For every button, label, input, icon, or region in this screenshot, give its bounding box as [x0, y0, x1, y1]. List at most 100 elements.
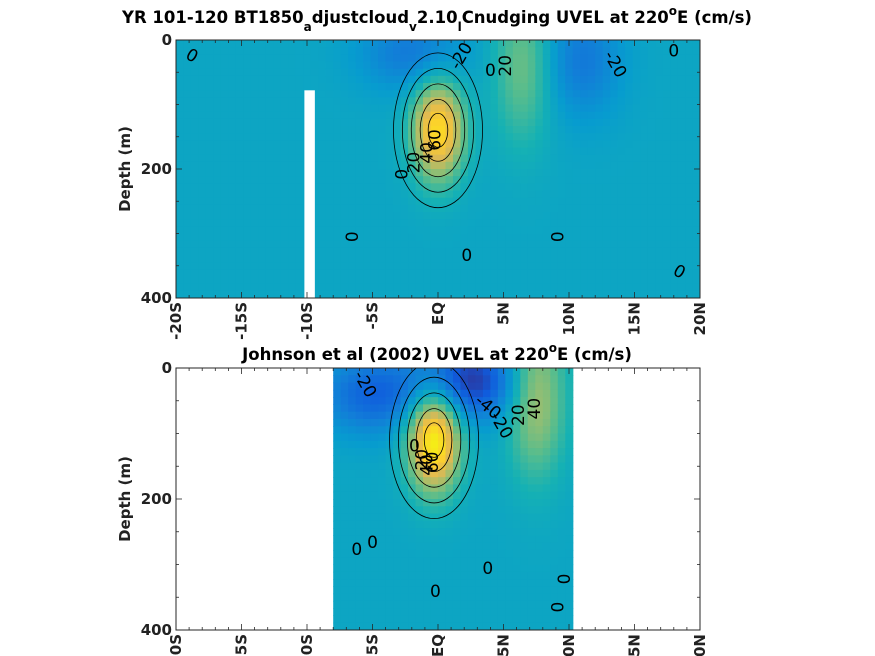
heatmap-cell: [220, 240, 229, 249]
heatmap-cell: [617, 118, 626, 127]
heatmap-cell: [176, 97, 185, 106]
heatmap-cell: [228, 255, 237, 263]
heatmap-cell: [557, 219, 566, 227]
heatmap-cell: [423, 133, 432, 141]
heatmap-cell: [385, 375, 394, 384]
heatmap-cell: [475, 104, 484, 113]
contour-label: 0: [430, 582, 441, 602]
heatmap-cell: [438, 418, 447, 427]
heatmap-cell: [415, 499, 424, 507]
y-tick-label: 200: [141, 490, 172, 508]
heatmap-cell: [527, 126, 536, 134]
heatmap-cell: [438, 397, 447, 405]
heatmap-cell: [490, 382, 499, 391]
heatmap-cell: [378, 608, 387, 617]
heatmap-cell: [670, 290, 679, 298]
heatmap-cell: [512, 542, 521, 551]
heatmap-cell: [475, 68, 484, 77]
heatmap-cell: [348, 368, 357, 376]
heatmap-cell: [467, 484, 477, 493]
contour-line: [389, 368, 479, 520]
heatmap-cell: [505, 47, 514, 55]
heatmap-area: [176, 40, 700, 298]
heatmap-cell: [400, 411, 409, 420]
heatmap-cell: [370, 520, 379, 529]
heatmap-cell: [580, 240, 589, 249]
heatmap-cell: [452, 83, 462, 91]
heatmap-cell: [325, 126, 334, 134]
heatmap-cell: [512, 190, 521, 199]
heatmap-cell: [333, 469, 342, 478]
heatmap-cell: [183, 68, 192, 77]
heatmap-cell: [340, 426, 349, 435]
heatmap-cell: [497, 615, 506, 624]
heatmap-cell: [280, 204, 289, 213]
heatmap-cell: [333, 276, 342, 285]
heatmap-cell: [572, 240, 581, 249]
heatmap-cell: [655, 212, 664, 220]
heatmap-cell: [550, 104, 559, 113]
heatmap-cell: [505, 440, 514, 449]
heatmap-cell: [557, 169, 566, 177]
heatmap-cell: [213, 226, 222, 235]
heatmap-cell: [452, 219, 462, 227]
heatmap-cell: [482, 608, 491, 617]
heatmap-cell: [512, 240, 521, 249]
heatmap-cell: [370, 283, 379, 292]
heatmap-cell: [333, 484, 342, 493]
heatmap-cell: [423, 104, 432, 113]
heatmap-cell: [467, 276, 477, 285]
heatmap-cell: [452, 126, 462, 134]
heatmap-cell: [460, 54, 469, 63]
heatmap-cell: [557, 520, 566, 529]
contour-line: [419, 98, 457, 162]
heatmap-cell: [557, 571, 566, 580]
heatmap-cell: [235, 247, 244, 256]
heatmap-cell: [423, 426, 432, 435]
heatmap-cell: [490, 433, 499, 442]
heatmap-cell: [363, 426, 372, 435]
heatmap-cell: [325, 161, 334, 170]
heatmap-cell: [355, 622, 364, 630]
heatmap-cell: [467, 615, 477, 624]
heatmap-cell: [423, 600, 432, 609]
heatmap-cell: [430, 542, 439, 551]
heatmap-cell: [445, 54, 454, 63]
heatmap-cell: [340, 61, 349, 70]
heatmap-cell: [550, 462, 559, 471]
heatmap-cell: [363, 440, 372, 449]
heatmap-cell: [295, 269, 304, 278]
heatmap-cell: [497, 83, 506, 91]
heatmap-cell: [280, 212, 289, 220]
heatmap-cell: [385, 262, 394, 270]
heatmap-cell: [400, 375, 409, 384]
heatmap-cell: [550, 183, 559, 192]
heatmap-cell: [250, 183, 259, 192]
heatmap-cell: [527, 240, 536, 249]
heatmap-cell: [415, 593, 424, 602]
heatmap-cell: [423, 579, 432, 587]
heatmap-cell: [647, 104, 656, 113]
heatmap-cell: [460, 161, 469, 170]
heatmap-cell: [512, 593, 521, 602]
heatmap-cell: [520, 520, 529, 529]
heatmap-cell: [445, 484, 454, 493]
heatmap-cell: [512, 571, 521, 580]
heatmap-cell: [557, 426, 566, 435]
heatmap-cell: [512, 549, 521, 558]
heatmap-cell: [258, 54, 267, 63]
heatmap-cell: [655, 40, 664, 48]
heatmap-cell: [542, 440, 551, 449]
heatmap-cell: [617, 161, 626, 170]
heatmap-cell: [378, 54, 387, 63]
heatmap-cell: [662, 90, 671, 98]
heatmap-cell: [265, 240, 274, 249]
heatmap-cell: [580, 111, 589, 120]
heatmap-cell: [550, 269, 559, 278]
heatmap-cell: [378, 283, 387, 292]
heatmap-cell: [340, 176, 349, 184]
heatmap-cell: [520, 477, 529, 486]
heatmap-cell: [692, 126, 700, 134]
heatmap-cell: [438, 557, 447, 566]
heatmap-cell: [213, 212, 222, 220]
